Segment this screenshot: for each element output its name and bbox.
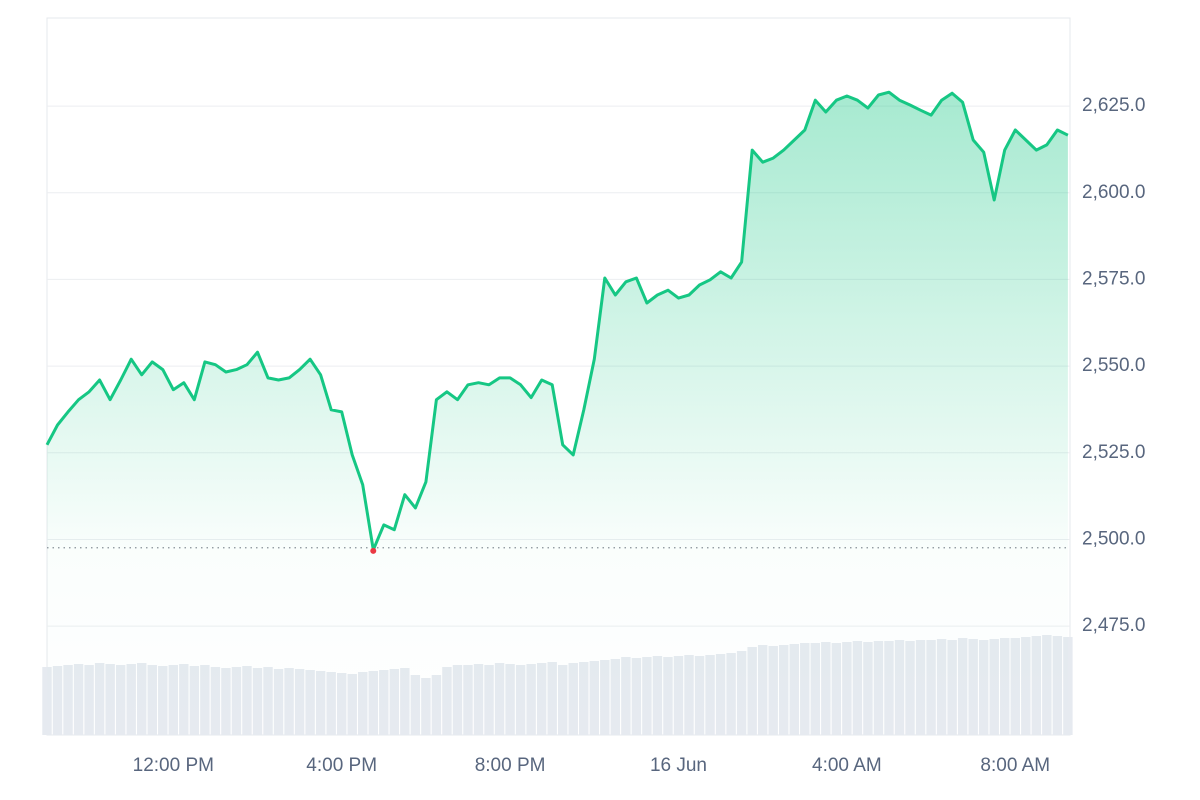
x-tick-label: 4:00 AM	[812, 755, 882, 776]
x-tick-label: 4:00 PM	[306, 755, 377, 776]
y-tick-label: 2,575.0	[1082, 268, 1145, 289]
low-marker	[370, 547, 377, 554]
x-tick-label: 8:00 PM	[475, 755, 546, 776]
x-tick-label: 16 Jun	[650, 755, 707, 776]
y-tick-label: 2,625.0	[1082, 95, 1145, 116]
x-tick-label: 12:00 PM	[133, 755, 214, 776]
y-tick-label: 2,525.0	[1082, 442, 1145, 463]
y-tick-label: 2,475.0	[1082, 615, 1145, 636]
y-tick-label: 2,600.0	[1082, 182, 1145, 203]
area	[47, 92, 1068, 735]
y-tick-label: 2,500.0	[1082, 528, 1145, 549]
y-tick-label: 2,550.0	[1082, 355, 1145, 376]
price-line	[45, 90, 1069, 552]
x-tick-label: 8:00 AM	[980, 755, 1050, 776]
